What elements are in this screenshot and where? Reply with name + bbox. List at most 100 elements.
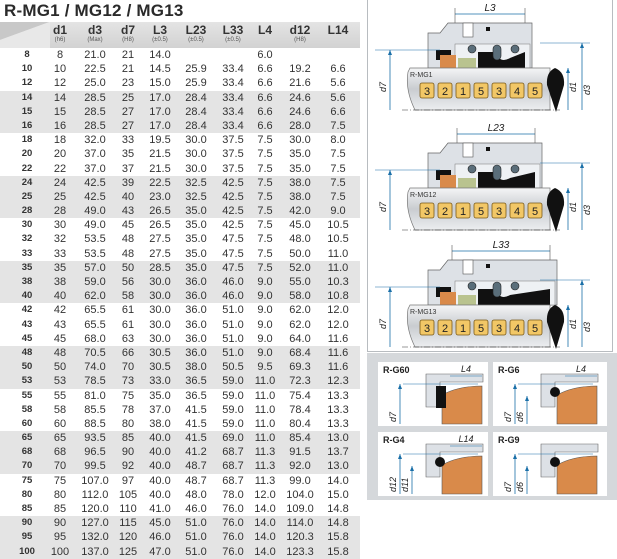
table-cell: 11.3 [254, 460, 276, 473]
table-cell: 47.0 [149, 545, 171, 558]
table-cell: 51.0 [185, 517, 207, 530]
table-cell: 58.0 [289, 290, 311, 303]
table-cell: 40.0 [149, 460, 171, 473]
table-cell: 15.8 [327, 545, 349, 558]
seat-name: R-G9 [498, 435, 520, 445]
table-cell: 46.0 [185, 503, 207, 515]
column-header-l23: L23 (±0.5) [176, 24, 216, 44]
table-cell: 11.0 [254, 432, 276, 445]
table-cell: 7.5 [257, 233, 273, 246]
table-cell: 36.5 [185, 389, 207, 402]
column-header-tolerance: (±0.5) [225, 37, 241, 43]
table-row: 75 75 107.0 97 40.0 48.7 68.7 11.3 99.0 14.0 [0, 474, 360, 488]
seat-ring [556, 455, 598, 495]
seat-diameter-label: d12 [388, 477, 398, 492]
part-number: 3 [496, 86, 502, 98]
table-cell: 26.5 [149, 219, 171, 232]
table-cell: 96.5 [84, 446, 106, 459]
table-row: 55 55 81.0 75 35.0 36.5 59.0 11.0 75.4 13.3 [0, 389, 360, 403]
table-cell: 100 [50, 545, 70, 558]
table-cell: 42.5 [222, 205, 244, 218]
header-corner [0, 22, 50, 48]
model-label: R-MG1 [410, 72, 433, 79]
column-header-label: L23 [185, 23, 207, 37]
column-header-d7: d7 (H8) [108, 24, 148, 44]
table-cell: 11.6 [327, 361, 349, 374]
table-cell: 40.0 [149, 474, 171, 487]
table-cell: 14.0 [254, 517, 276, 530]
table-cell: 41.5 [185, 403, 207, 416]
table-row: 68 68 96.5 90 40.0 41.2 68.7 11.3 91.5 13.7 [0, 445, 360, 460]
table-cell: 42.5 [222, 219, 244, 232]
table-cell: 114.0 [286, 517, 314, 530]
table-cell: 57.0 [84, 261, 106, 274]
table-cell: 45 [121, 219, 135, 232]
table-cell: 17.0 [149, 119, 171, 132]
table-cell: 61 [121, 304, 135, 317]
table-cell: 24 [53, 176, 67, 189]
row-size: 33 [21, 247, 33, 259]
table-cell: 42.0 [289, 205, 311, 218]
table-cell: 65.5 [84, 318, 106, 331]
table-cell: 51.0 [185, 545, 207, 558]
d7-label: d7 [378, 81, 388, 92]
table-cell: 59.0 [222, 403, 244, 416]
table-cell: 40 [53, 290, 67, 303]
row-size: 35 [21, 261, 33, 273]
seat-diameter-dimension-arrowhead [513, 454, 517, 459]
table-cell: 13.3 [327, 389, 349, 402]
seal-face [458, 178, 476, 188]
seat-ring [440, 175, 456, 188]
table-cell: 28.5 [84, 119, 106, 132]
table-cell: 7.5 [257, 247, 273, 260]
table-body: 8 8 21.0 21 14.0 6.0 10 10 22.5 21 14.5 25.9 33.4 6.6… [0, 48, 360, 559]
row-size: 65 [21, 432, 33, 444]
row-size: 16 [21, 119, 33, 131]
seat-length-label: L14 [458, 434, 473, 444]
table-cell: 32.5 [185, 190, 207, 203]
table-cell: 37.0 [84, 162, 106, 175]
row-size: 68 [21, 446, 33, 458]
table-cell: 16 [53, 119, 67, 132]
table-cell: 65.5 [84, 304, 106, 317]
table-cell: 78.0 [222, 488, 244, 501]
table-cell: 32.5 [185, 176, 207, 189]
table-cell: 30.0 [149, 276, 171, 288]
part-badge [419, 82, 435, 99]
table-row: 42 42 65.5 61 30.0 36.0 51.0 9.0 62.0 12.0 [0, 303, 360, 317]
table-cell: 38.0 [289, 176, 311, 189]
table-cell: 49.0 [84, 219, 106, 232]
pin [486, 264, 490, 268]
table-row: 28 28 49.0 43 26.5 35.0 42.5 7.5 42.0 9.0 [0, 204, 360, 219]
part-badge [491, 202, 507, 219]
table-cell: 75.4 [289, 389, 311, 402]
part-badge [455, 82, 471, 99]
table-cell: 80 [121, 417, 135, 430]
table-cell: 46.0 [222, 276, 244, 288]
table-row: 22 22 37.0 37 21.5 30.0 37.5 7.5 35.0 7.5 [0, 162, 360, 176]
column-header-label: d12 [289, 23, 311, 37]
table-cell: 9.0 [257, 332, 273, 345]
table-cell: 35.0 [185, 233, 207, 246]
table-cell: 38 [53, 276, 67, 288]
row-size: 80 [21, 488, 33, 500]
table-cell: 25.9 [185, 63, 207, 76]
table-cell: 51.0 [222, 346, 244, 359]
table-cell: 32.0 [84, 134, 106, 147]
part-badge [437, 202, 453, 219]
column-header-tolerance: (h6) [54, 37, 66, 43]
table-cell: 28.4 [185, 91, 207, 104]
table-cell: 36.0 [185, 318, 207, 331]
row-size: 12 [21, 77, 33, 89]
table-cell: 7.5 [330, 190, 346, 203]
table-cell: 45.0 [149, 517, 171, 530]
table-row: 60 60 88.5 80 38.0 41.5 59.0 11.0 80.4 13.3 [0, 417, 360, 431]
table-cell: 9.0 [257, 304, 273, 317]
part-number: 5 [532, 206, 538, 218]
table-cell: 48 [53, 346, 67, 359]
part-badge [509, 319, 525, 336]
table-row: 8 8 21.0 21 14.0 6.0 [0, 48, 360, 62]
column-header-tolerance: (±0.5) [152, 37, 168, 43]
table-cell: 78.4 [289, 403, 311, 416]
